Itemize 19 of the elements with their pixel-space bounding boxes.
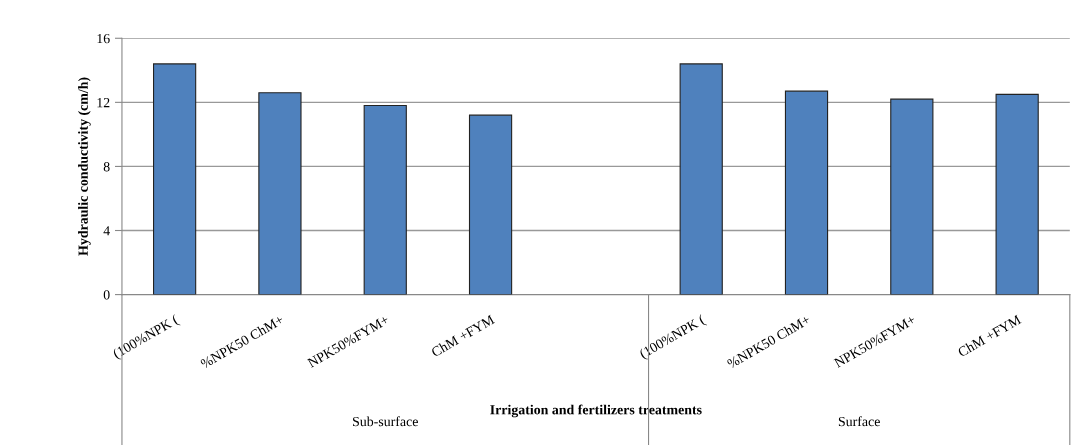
x-tick-label: ChM +FYM	[430, 314, 496, 358]
bar	[995, 93, 1039, 295]
bar	[784, 90, 829, 295]
x-tick-label: ChM +FYM	[957, 314, 1022, 358]
bar	[258, 92, 302, 295]
y-axis-title: Hydraulic conductivity (cm/h)	[78, 77, 91, 256]
y-tick-label: 4	[103, 226, 110, 236]
text: Surface	[838, 416, 880, 427]
x-axis-title: Irrigation and fertilizers treatments	[490, 404, 702, 418]
bar	[679, 63, 723, 295]
bar	[468, 114, 513, 295]
y-tick-label: 16	[97, 33, 110, 44]
bar	[890, 98, 934, 295]
text: Sub-surface	[353, 416, 418, 427]
y-tick-label: 0	[103, 290, 110, 300]
y-tick-label: 12	[97, 97, 110, 108]
bar	[152, 63, 197, 295]
y-tick-label: 8	[103, 162, 110, 172]
bar	[363, 104, 407, 295]
